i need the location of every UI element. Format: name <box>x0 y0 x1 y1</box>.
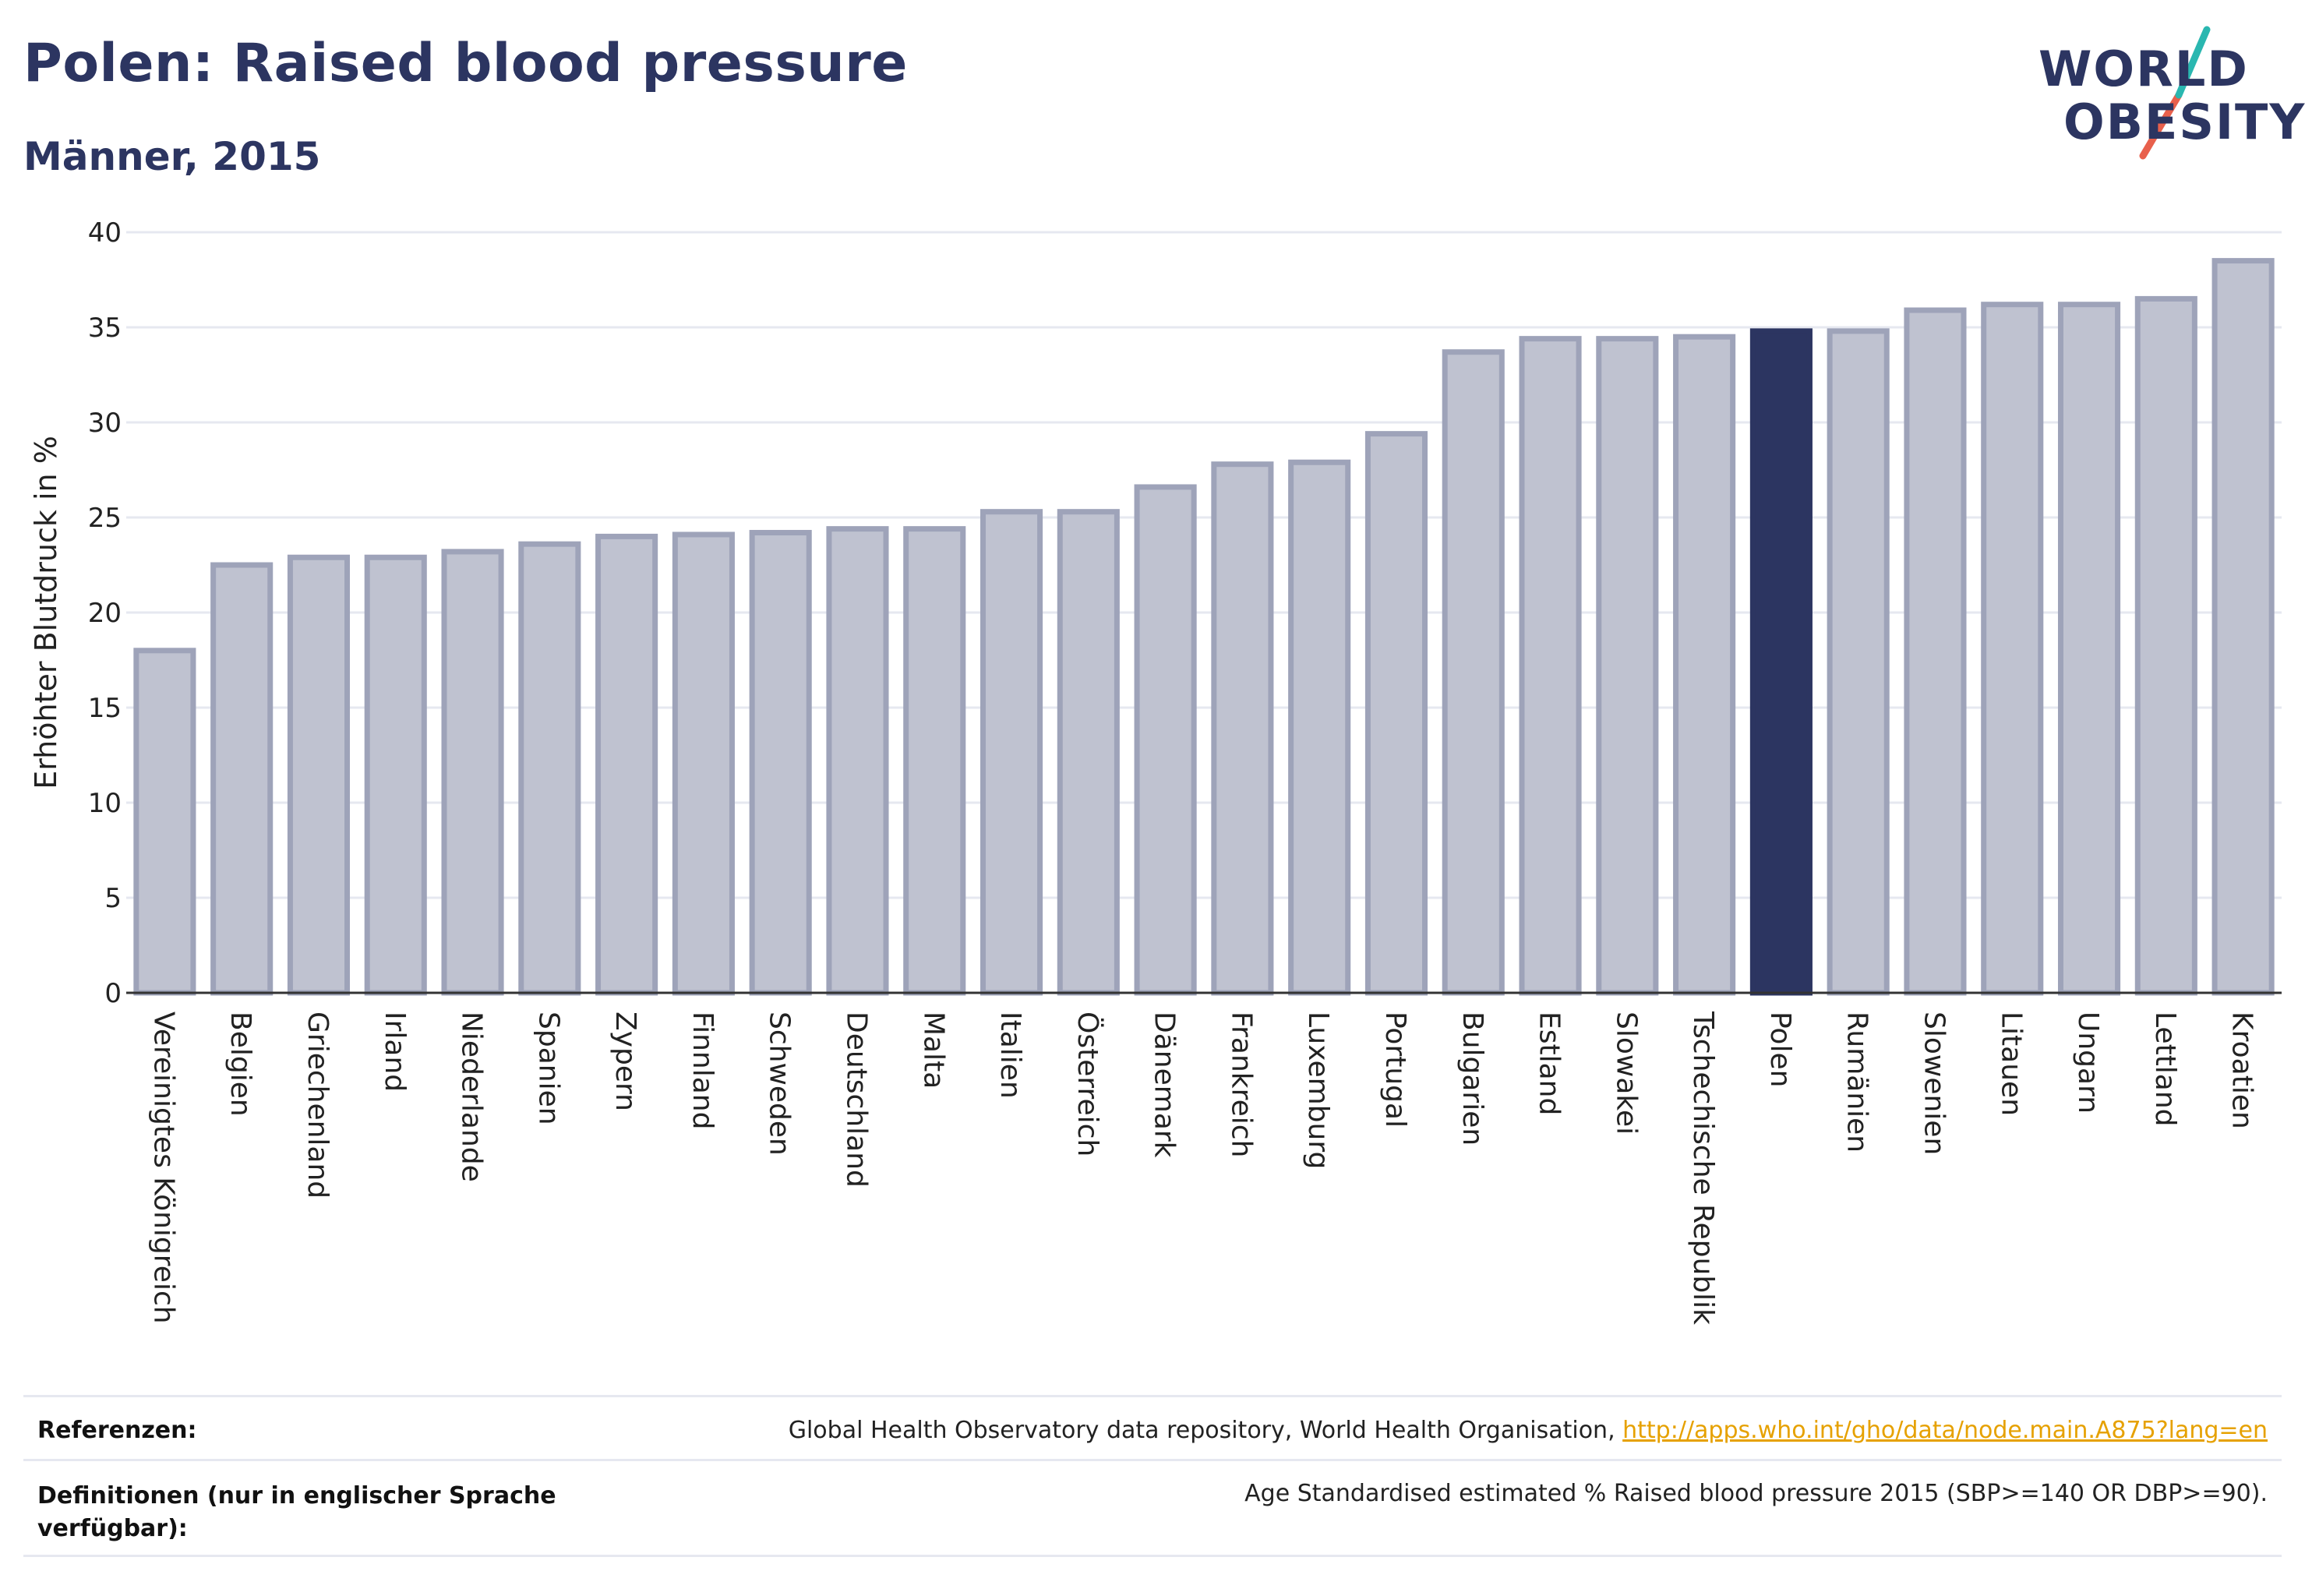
definitions-label-line2: verfügbar): <box>37 1515 188 1542</box>
bar <box>1673 334 1736 996</box>
bar <box>287 554 351 996</box>
bar <box>826 526 889 996</box>
x-tick-label: Slowenien <box>1918 1012 1950 1155</box>
y-tick-label: 35 <box>88 312 122 344</box>
definitions-label-line1: Definitionen (nur in englischer Sprache <box>37 1482 556 1509</box>
bar-chart: 0 5 10 15 20 25 30 35 40 Erhöhter Blutdruck in % V… <box>29 217 2282 1325</box>
bar <box>1057 509 1120 996</box>
definitions-value: Age Standardised estimated % Raised bloo… <box>1244 1480 2268 1507</box>
bar <box>518 541 581 996</box>
x-tick-label: Griechenland <box>302 1012 334 1199</box>
bar <box>1288 459 1351 996</box>
y-tick-label: 25 <box>88 503 122 534</box>
y-tick-label: 10 <box>88 788 122 819</box>
references-row: Referenzen: Global Health Observatory da… <box>23 1395 2282 1461</box>
bar <box>2057 302 2121 996</box>
bar <box>749 530 812 996</box>
y-tick-label: 20 <box>88 598 122 629</box>
bar <box>441 549 504 996</box>
x-tick-label: Niederlande <box>456 1012 488 1182</box>
bar <box>1134 484 1197 996</box>
chart-title: Polen: Raised blood pressure <box>23 33 908 94</box>
x-tick-label: Luxemburg <box>1302 1012 1334 1169</box>
bar <box>210 562 274 996</box>
y-tick-label: 40 <box>88 217 122 249</box>
x-tick-label: Bulgarien <box>1456 1012 1488 1146</box>
x-tick-label: Malta <box>917 1012 949 1089</box>
x-tick-label: Österreich <box>1071 1012 1104 1156</box>
references-label: Referenzen: <box>37 1417 197 1444</box>
definitions-row: Definitionen (nur in englischer Sprache v… <box>23 1459 2282 1556</box>
footer-divider <box>23 1555 2282 1557</box>
x-tick-label: Kroatien <box>2226 1012 2258 1129</box>
x-tick-label: Vereinigtes Königreich <box>147 1012 179 1324</box>
x-tick-label: Irland <box>379 1012 411 1092</box>
y-tick-label: 0 <box>104 978 122 1009</box>
y-tick-label: 5 <box>104 883 122 914</box>
x-tick-label: Rumänien <box>1841 1012 1873 1153</box>
x-tick-label: Litauen <box>1995 1012 2027 1116</box>
y-axis-label: Erhöhter Blutdruck in % <box>29 436 63 789</box>
x-tick-label: Dänemark <box>1149 1012 1181 1158</box>
x-tick-label: Frankreich <box>1225 1012 1257 1157</box>
references-link[interactable]: http://apps.who.int/gho/data/node.main.A… <box>1622 1417 2268 1444</box>
x-tick-label: Deutschland <box>840 1012 872 1188</box>
x-tick-label: Belgien <box>224 1012 256 1117</box>
x-tick-label: Slowakei <box>1610 1012 1642 1135</box>
bar <box>1364 431 1428 996</box>
bar <box>1981 302 2044 996</box>
x-tick-label: Estland <box>1534 1012 1565 1115</box>
logo-text-world: WORLD <box>2038 41 2249 97</box>
bar <box>595 533 658 996</box>
bar <box>672 531 735 996</box>
bar <box>364 554 427 996</box>
x-tick-label: Zypern <box>609 1012 641 1111</box>
bar-highlight <box>1749 328 1813 996</box>
x-tick-label: Tschechische Republik <box>1687 1011 1719 1325</box>
x-tick-label: Portugal <box>1379 1012 1411 1128</box>
x-tick-label: Italien <box>994 1012 1026 1099</box>
y-tick-label: 30 <box>88 408 122 439</box>
bar <box>903 526 966 996</box>
bar <box>1596 336 1659 996</box>
y-tick-label: 15 <box>88 693 122 724</box>
references-text: Global Health Observatory data repositor… <box>788 1417 1623 1444</box>
definitions-label: Definitionen (nur in englischer Sprache v… <box>37 1480 556 1545</box>
x-tick-label: Finnland <box>687 1012 718 1129</box>
bar <box>1442 349 1505 996</box>
world-obesity-logo: WORLD OBESITY <box>2026 23 2304 164</box>
x-tick-label: Polen <box>1764 1012 1796 1087</box>
bar <box>1211 461 1274 996</box>
bar <box>1519 336 1582 996</box>
references-value: Global Health Observatory data repositor… <box>789 1417 2268 1444</box>
bar <box>133 648 196 996</box>
chart-subtitle: Männer, 2015 <box>23 134 321 179</box>
x-tick-label: Lettland <box>2149 1012 2181 1127</box>
bar <box>2134 295 2197 996</box>
bar <box>1827 328 1890 996</box>
x-tick-label: Ungarn <box>2072 1012 2104 1114</box>
bar <box>980 509 1043 996</box>
logo-slash-icon <box>2139 26 2211 160</box>
bar <box>1904 307 1967 996</box>
x-tick-label: Schweden <box>764 1012 796 1156</box>
bar <box>2211 258 2275 996</box>
logo-text-obesity: OBESITY <box>2063 94 2305 150</box>
x-tick-label: Spanien <box>532 1012 564 1125</box>
